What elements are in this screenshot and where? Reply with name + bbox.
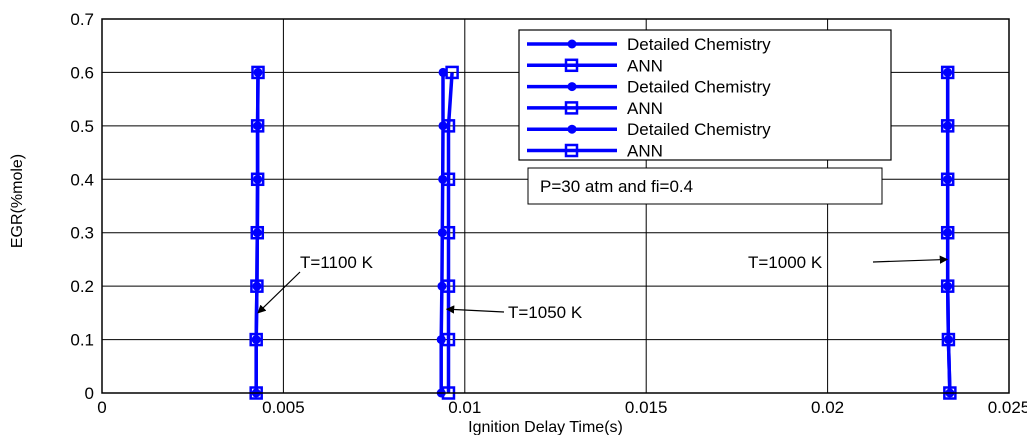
annotations: T=1100 K T=1050 K T=1000 K xyxy=(257,253,949,322)
legend-entry-label: ANN xyxy=(627,142,663,161)
data-point-square xyxy=(250,279,264,293)
legend-marker-dot xyxy=(567,82,577,92)
condition-text-box: P=30 atm and fi=0.4 xyxy=(527,167,883,205)
x-tick-label: 0.005 xyxy=(262,398,305,417)
series-layer xyxy=(249,65,957,400)
plot-frame xyxy=(101,18,1010,394)
legend-marker-square xyxy=(564,101,579,115)
y-tick-label: 0.6 xyxy=(70,63,94,82)
y-tick-label: 0.7 xyxy=(70,10,94,29)
data-point-dot xyxy=(436,335,446,345)
data-point-square xyxy=(445,65,459,80)
x-tick-label: 0.02 xyxy=(811,398,844,417)
series-line-4 xyxy=(446,72,454,393)
legend-entry-label: ANN xyxy=(627,56,663,75)
data-point-square xyxy=(941,332,956,347)
data-point-square xyxy=(250,172,265,187)
legend-marker-square xyxy=(564,143,579,158)
data-point-square xyxy=(251,65,265,80)
x-tick-label: 0.01 xyxy=(448,398,481,417)
annotation-arrow xyxy=(445,305,505,314)
legend-entry-label: Detailed Chemistry xyxy=(627,35,771,54)
x-axis-label: Ignition Delay Time(s) xyxy=(468,419,623,435)
legend-marker-dot xyxy=(567,124,577,134)
annotation-arrow xyxy=(257,271,301,314)
data-point-square xyxy=(940,225,955,240)
data-point-square xyxy=(441,279,456,293)
temperature-annotation: T=1100 K xyxy=(300,253,374,272)
x-tick-label: 0 xyxy=(97,398,106,417)
y-tick-label: 0.1 xyxy=(70,331,94,350)
data-point-square xyxy=(249,332,263,347)
condition-box-frame xyxy=(527,167,883,205)
data-point-square xyxy=(940,119,955,133)
y-tick-label: 0.4 xyxy=(70,170,94,189)
data-point-square xyxy=(940,172,955,187)
y-tick-label: 0.3 xyxy=(70,224,94,243)
series-line-6 xyxy=(945,72,952,394)
data-point-square xyxy=(250,119,265,133)
condition-text: P=30 atm and fi=0.4 xyxy=(540,177,693,196)
y-axis-label: EGR(%mole) xyxy=(9,154,26,248)
tick-labels: 0 0.005 0.01 0.015 0.02 0.025 0 0.1 0.2 0.3 0.4 0.5… xyxy=(70,10,1027,417)
x-tick-label: 0.015 xyxy=(625,398,668,417)
data-point-square xyxy=(441,225,456,240)
y-tick-label: 0.5 xyxy=(70,117,94,136)
data-point-square xyxy=(441,119,456,133)
annotation-arrow xyxy=(872,255,949,264)
temperature-annotation: T=1050 K xyxy=(508,303,583,322)
y-tick-label: 0.2 xyxy=(70,277,94,296)
legend-frame xyxy=(518,29,892,161)
legend-entry-label: Detailed Chemistry xyxy=(627,120,771,139)
data-point-square xyxy=(441,172,456,187)
legend-marker-square xyxy=(564,58,579,73)
legend-marker-dot xyxy=(567,39,577,49)
series-line-2 xyxy=(254,72,260,393)
data-point-square xyxy=(441,332,456,347)
legend-entry-label: Detailed Chemistry xyxy=(627,78,771,97)
data-point-square xyxy=(940,65,955,80)
y-tick-label: 0 xyxy=(85,384,94,403)
data-point-square xyxy=(940,279,955,293)
data-point-square xyxy=(250,225,265,240)
x-tick-label: 0.025 xyxy=(988,398,1027,417)
data-point-dot xyxy=(438,67,448,77)
legend: Detailed Chemistry ANN Detailed Chemistry A… xyxy=(518,29,892,161)
legend-entry-label: ANN xyxy=(627,99,663,118)
temperature-annotation: T=1000 K xyxy=(748,253,823,272)
